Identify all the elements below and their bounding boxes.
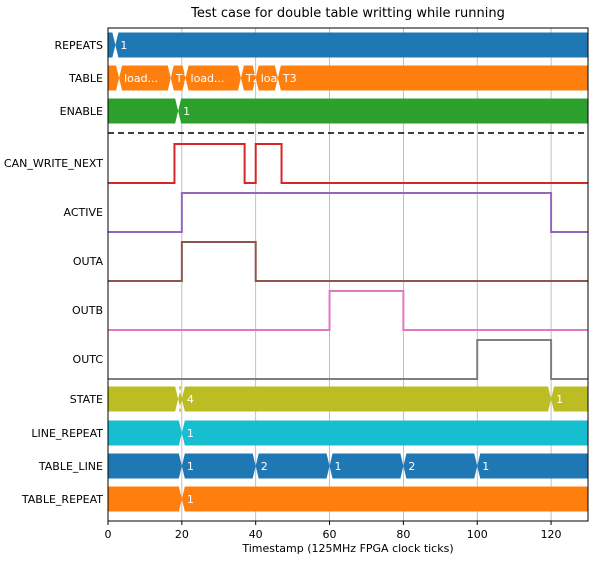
bit-trace	[108, 290, 588, 331]
signal-label: TABLE	[68, 72, 103, 85]
bus-value-label: 1	[187, 493, 194, 506]
bus-segment	[108, 98, 179, 124]
bus-segment	[108, 65, 120, 91]
bus-value-label: T1	[175, 72, 190, 85]
bus-segment	[181, 420, 588, 446]
bus-value-label: 1	[120, 39, 127, 52]
bus-segment	[551, 386, 588, 412]
bus-value-label: 1	[556, 393, 563, 406]
bus-segment	[178, 386, 182, 412]
bus-segment	[240, 65, 256, 91]
signal-label: OUTB	[72, 304, 103, 317]
signal-label: ACTIVE	[64, 206, 104, 219]
signal-label: STATE	[70, 393, 103, 406]
x-tick-label: 80	[396, 528, 410, 541]
bus-segment	[255, 65, 278, 91]
bus-value-label: 1	[183, 105, 190, 118]
signal-label: TABLE_REPEAT	[21, 493, 103, 506]
bus-segment	[255, 453, 330, 479]
bus-segment	[108, 386, 179, 412]
bus-segment	[329, 453, 404, 479]
bus-segment	[115, 32, 588, 58]
bus-value-label: load...	[124, 72, 158, 85]
bus-segment	[108, 420, 182, 446]
bus-segment	[277, 65, 588, 91]
signal-label: LINE_REPEAT	[31, 427, 103, 440]
x-tick-label: 120	[541, 528, 562, 541]
bus-segment	[181, 386, 552, 412]
bus-value-label: 4	[187, 393, 194, 406]
bus-value-label: 1	[187, 460, 194, 473]
x-tick-label: 60	[323, 528, 337, 541]
bus-segment	[178, 98, 588, 124]
x-tick-label: 100	[467, 528, 488, 541]
x-axis-label: Timestamp (125MHz FPGA clock ticks)	[241, 542, 453, 555]
bus-segment	[181, 486, 588, 512]
bus-segment	[108, 32, 116, 58]
signal-label: OUTA	[73, 255, 104, 268]
signal-label: CAN_WRITE_NEXT	[4, 157, 103, 170]
bus-segment	[181, 453, 256, 479]
signal-labels: REPEATS TABLE ENABLE CAN_WRITE_NEXT ACTIVE OU…	[4, 39, 104, 506]
bus-value-label: 1	[482, 460, 489, 473]
bus-value-label: T2	[245, 72, 260, 85]
bus-segment	[477, 453, 588, 479]
bus-value-label: load	[261, 72, 285, 85]
signal-label: TABLE_LINE	[38, 460, 103, 473]
x-tick-label: 0	[105, 528, 112, 541]
signal-label: REPEATS	[54, 39, 103, 52]
x-tick-label: 40	[249, 528, 263, 541]
bit-trace	[108, 192, 588, 233]
bus-value-label: T3	[282, 72, 297, 85]
x-tick-label: 20	[175, 528, 189, 541]
signal-label: ENABLE	[60, 105, 103, 118]
bus-segment	[185, 65, 241, 91]
bus-value-label: load...	[191, 72, 225, 85]
bus-segment	[108, 486, 182, 512]
bit-trace	[108, 143, 588, 184]
x-axis-ticks: 0 20 40 60 80 100 120	[105, 521, 562, 541]
bit-trace	[108, 339, 588, 380]
bus-value-label: 1	[187, 427, 194, 440]
bus-segment	[108, 453, 182, 479]
bus-value-label: 1	[335, 460, 342, 473]
bus-segment	[170, 65, 186, 91]
bus-segment	[403, 453, 478, 479]
bus-segment	[119, 65, 171, 91]
bus-value-label: 2	[261, 460, 268, 473]
diagram-title: Test case for double table writting whil…	[190, 6, 505, 21]
signal-label: OUTC	[73, 353, 104, 366]
bus-value-label: 2	[408, 460, 415, 473]
plot-frame	[107, 27, 589, 522]
bit-trace	[108, 241, 588, 282]
